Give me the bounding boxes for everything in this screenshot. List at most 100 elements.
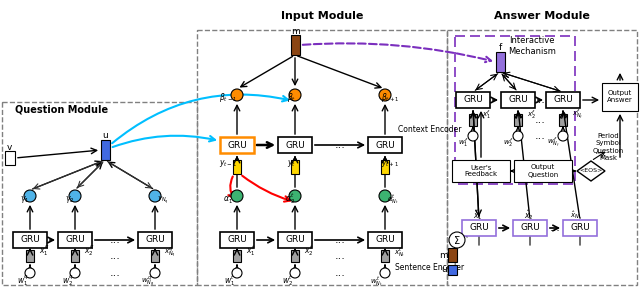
- Text: $\hat{x}_1$: $\hat{x}_1$: [473, 208, 483, 222]
- Circle shape: [380, 268, 390, 278]
- Bar: [514, 114, 522, 126]
- Text: ...: ...: [535, 115, 546, 125]
- Text: User's
Feedback: User's Feedback: [465, 164, 497, 178]
- Text: $x_{N_f}^f$: $x_{N_f}^f$: [572, 108, 584, 122]
- Text: Answer Module: Answer Module: [494, 11, 590, 21]
- Text: Question
Mask: Question Mask: [593, 149, 623, 161]
- Circle shape: [468, 131, 478, 141]
- Bar: [100, 140, 109, 160]
- Bar: [233, 250, 241, 262]
- Text: GRU: GRU: [375, 140, 395, 150]
- Text: $\beta_{t-1}$: $\beta_{t-1}$: [219, 91, 237, 104]
- Text: $x_1^q$: $x_1^q$: [39, 244, 49, 258]
- Text: $x_2^t$: $x_2^t$: [304, 244, 314, 258]
- Text: $\gamma_1$: $\gamma_1$: [20, 194, 29, 205]
- Text: GRU: GRU: [285, 140, 305, 150]
- Circle shape: [379, 89, 391, 101]
- Text: $w_1^f$: $w_1^f$: [458, 136, 468, 150]
- Text: $y_{t-1}$: $y_{t-1}$: [219, 158, 237, 169]
- Text: ...: ...: [109, 268, 120, 278]
- Bar: [291, 35, 300, 55]
- Text: GRU: GRU: [553, 95, 573, 105]
- Polygon shape: [577, 161, 605, 181]
- Text: Sentence Encoder: Sentence Encoder: [396, 263, 465, 272]
- Text: ...: ...: [535, 95, 546, 105]
- Text: $x_{N_t}^t$: $x_{N_t}^t$: [394, 245, 405, 259]
- FancyBboxPatch shape: [602, 83, 638, 111]
- Text: GRU: GRU: [227, 140, 247, 150]
- FancyBboxPatch shape: [13, 232, 47, 248]
- Circle shape: [231, 190, 243, 202]
- Text: $w_{N_f}^f$: $w_{N_f}^f$: [547, 136, 560, 150]
- Text: GRU: GRU: [570, 223, 590, 232]
- Circle shape: [231, 89, 243, 101]
- FancyBboxPatch shape: [368, 232, 402, 248]
- Text: ...: ...: [550, 223, 561, 233]
- Circle shape: [513, 131, 523, 141]
- FancyBboxPatch shape: [138, 232, 172, 248]
- Bar: [71, 250, 79, 262]
- Circle shape: [70, 268, 80, 278]
- Circle shape: [149, 190, 161, 202]
- Text: Input Module: Input Module: [281, 11, 363, 21]
- Bar: [447, 248, 456, 262]
- FancyBboxPatch shape: [514, 160, 572, 182]
- FancyBboxPatch shape: [58, 232, 92, 248]
- Circle shape: [558, 131, 568, 141]
- Bar: [495, 52, 504, 72]
- Text: GRU: GRU: [520, 223, 540, 232]
- Circle shape: [69, 190, 81, 202]
- Text: Output
Answer: Output Answer: [607, 91, 633, 103]
- Text: $\beta_{t+1}$: $\beta_{t+1}$: [381, 91, 399, 104]
- Text: ...: ...: [109, 251, 120, 261]
- Text: Question Module: Question Module: [15, 105, 109, 115]
- Circle shape: [290, 268, 300, 278]
- Text: ...: ...: [335, 235, 346, 245]
- Text: $x_1^t$: $x_1^t$: [246, 244, 255, 258]
- FancyBboxPatch shape: [546, 92, 580, 108]
- FancyBboxPatch shape: [456, 92, 490, 108]
- Text: GRU: GRU: [20, 236, 40, 244]
- FancyBboxPatch shape: [501, 92, 535, 108]
- Text: $y_t$: $y_t$: [287, 158, 296, 169]
- Text: $\gamma_{N_q}$: $\gamma_{N_q}$: [157, 194, 169, 206]
- Text: $\hat{x}_2$: $\hat{x}_2$: [524, 208, 534, 222]
- Text: $y_{t+1}$: $y_{t+1}$: [381, 158, 399, 169]
- Text: $\alpha_2^t$: $\alpha_2^t$: [285, 191, 295, 206]
- Text: GRU: GRU: [285, 236, 305, 244]
- Text: v: v: [6, 142, 12, 152]
- Circle shape: [289, 190, 301, 202]
- Text: ...: ...: [535, 131, 546, 141]
- FancyBboxPatch shape: [452, 160, 510, 182]
- Text: $\gamma_2$: $\gamma_2$: [65, 194, 74, 205]
- Text: $x_2^q$: $x_2^q$: [84, 244, 94, 258]
- Text: $x_2^f$: $x_2^f$: [527, 108, 536, 121]
- Circle shape: [25, 268, 35, 278]
- Text: GRU: GRU: [375, 236, 395, 244]
- Text: Context Encoder: Context Encoder: [398, 126, 461, 135]
- Text: $\alpha_1^t$: $\alpha_1^t$: [223, 191, 233, 206]
- Bar: [233, 160, 241, 174]
- FancyBboxPatch shape: [278, 137, 312, 153]
- Text: GRU: GRU: [463, 95, 483, 105]
- Text: $w_{N_g}^q$: $w_{N_g}^q$: [141, 274, 154, 289]
- Text: $w_1^t$: $w_1^t$: [224, 273, 235, 288]
- Bar: [381, 250, 389, 262]
- Text: u: u: [102, 131, 108, 140]
- Bar: [5, 151, 15, 165]
- Text: $w_2^q$: $w_2^q$: [62, 273, 74, 288]
- Text: ...: ...: [335, 268, 346, 278]
- Bar: [469, 114, 477, 126]
- FancyBboxPatch shape: [462, 220, 496, 236]
- Bar: [291, 250, 299, 262]
- Circle shape: [232, 268, 242, 278]
- Circle shape: [150, 268, 160, 278]
- Bar: [559, 114, 567, 126]
- Text: $w_2^f$: $w_2^f$: [503, 136, 513, 150]
- FancyBboxPatch shape: [220, 137, 254, 153]
- Text: $\alpha_{N_t}^t$: $\alpha_{N_t}^t$: [387, 192, 399, 206]
- Circle shape: [289, 89, 301, 101]
- Text: GRU: GRU: [65, 236, 85, 244]
- Text: $w_{N_t}^t$: $w_{N_t}^t$: [370, 274, 383, 288]
- Text: $\Sigma$: $\Sigma$: [453, 234, 461, 246]
